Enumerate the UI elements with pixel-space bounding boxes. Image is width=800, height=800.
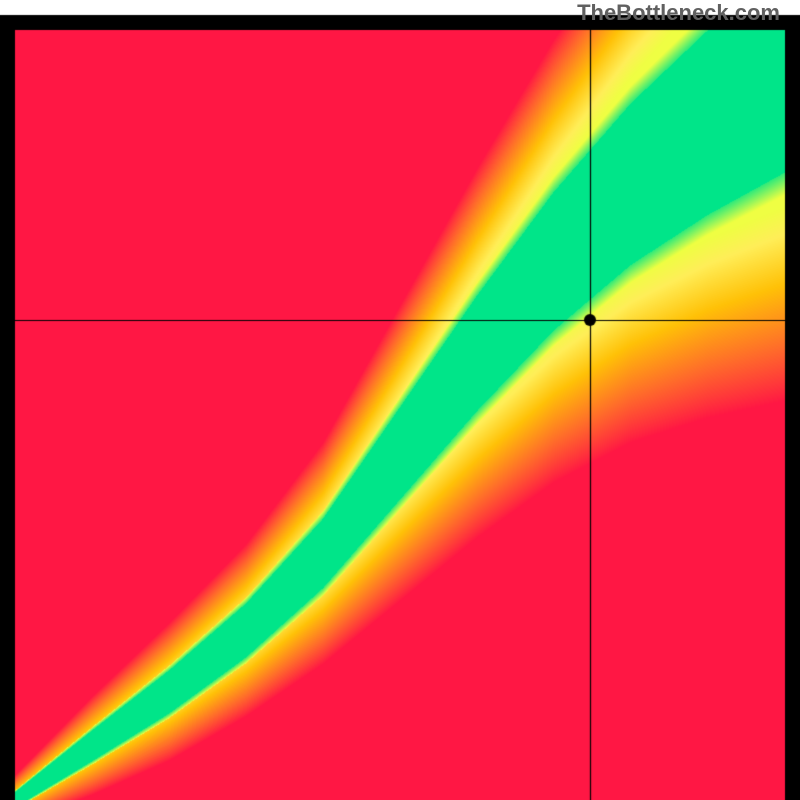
- chart-container: TheBottleneck.com: [0, 0, 800, 800]
- watermark-text: TheBottleneck.com: [577, 0, 780, 26]
- heatmap-canvas: [0, 0, 800, 800]
